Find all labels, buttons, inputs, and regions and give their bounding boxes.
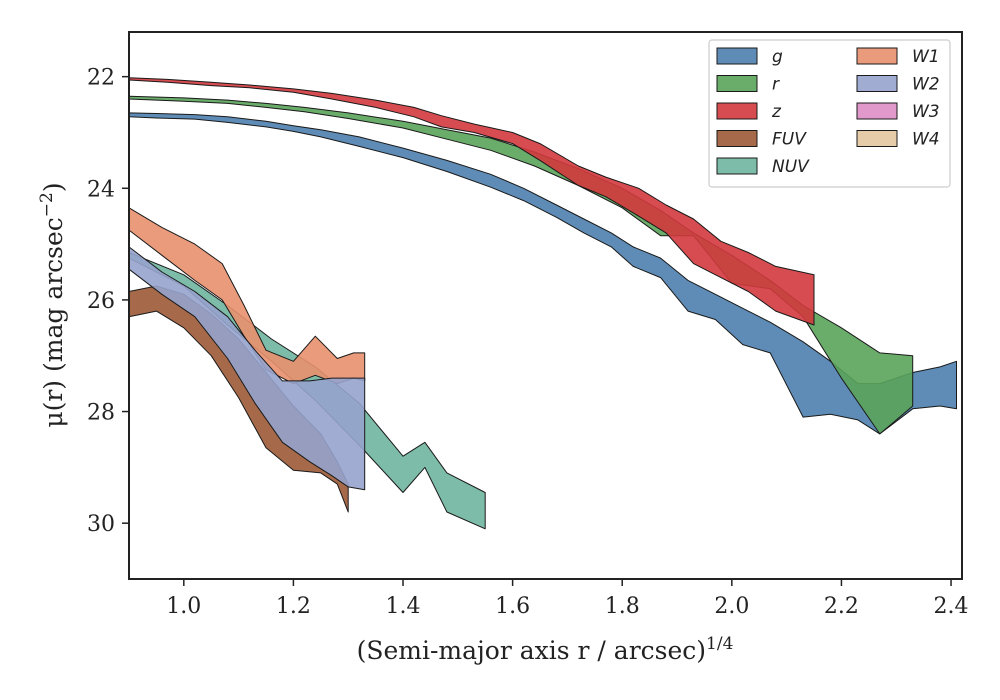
legend-label-g: g (772, 47, 783, 67)
y-tick-label: 24 (87, 177, 115, 202)
x-tick-label: 2.2 (824, 594, 859, 619)
x-tick-label: 2.0 (714, 594, 749, 619)
y-tick-label: 28 (87, 401, 115, 426)
legend-label-w4: W4 (912, 130, 940, 150)
series-band-z (128, 77, 815, 326)
x-tick-label: 1.2 (276, 594, 311, 619)
legend-swatch-w1 (856, 47, 898, 65)
legend: grz FUV NUV W1 W2 W3 W4 (708, 39, 951, 188)
legend-swatch-w2 (856, 75, 898, 92)
legend-label-nuv: NUV (772, 157, 810, 177)
legend-label-w2: W2 (912, 75, 940, 95)
legend-label-z: z (771, 102, 782, 122)
legend-swatch-g (716, 47, 758, 65)
legend-label-w3: W3 (912, 102, 940, 122)
legend-label-fuv: FUV (772, 130, 807, 150)
x-tick-label: 1.0 (166, 594, 201, 619)
series-band-w2 (128, 246, 366, 491)
y-tick-label: 26 (87, 289, 115, 314)
x-axis-label-superscript: 1/4 (706, 634, 733, 654)
series-layer (128, 77, 957, 530)
legend-swatch-fuv (716, 130, 758, 147)
legend-entries: grz FUV NUV W1 W2 W3 W4 (716, 47, 940, 177)
plot-frame (128, 31, 963, 580)
x-tick-label: 1.4 (386, 594, 421, 619)
legend-swatch-nuv (716, 157, 758, 175)
legend-label-w1: W1 (912, 47, 940, 67)
x-tick-label: 1.8 (605, 594, 640, 619)
legend-swatch-r (716, 75, 758, 92)
series-band-r (128, 95, 914, 435)
y-axis-label: μ(r) (mag arcsec−2) (37, 182, 68, 427)
legend-swatch-w3 (856, 102, 898, 120)
ticks-layer: 1.0 1.2 1.4 1.6 1.8 2.0 2.2 2.4 22 24 26 28 30 (87, 66, 969, 619)
y-axis-label-superscript: −2 (37, 192, 57, 217)
legend-swatch-z (716, 102, 758, 120)
y-tick-label: 30 (87, 512, 115, 537)
legend-label-r: r (772, 75, 780, 95)
legend-swatch-w4 (856, 130, 898, 147)
x-axis-label: (Semi-major axis r / arcsec)1/4 (357, 634, 734, 665)
y-tick-label: 22 (87, 66, 115, 91)
x-tick-label: 1.6 (495, 594, 530, 619)
x-tick-label: 2.4 (934, 594, 969, 619)
